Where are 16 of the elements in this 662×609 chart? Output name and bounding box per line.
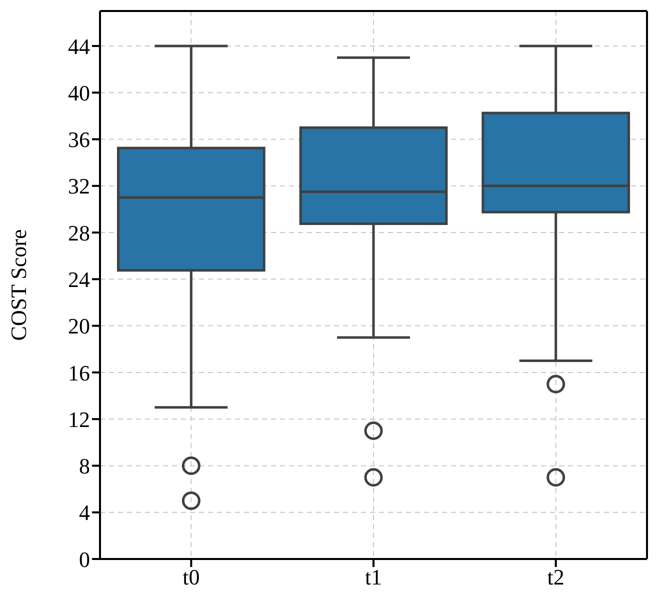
x-tick-label: t2 [547, 564, 564, 590]
y-tick-label: 40 [68, 80, 90, 106]
y-tick-label: 20 [68, 314, 90, 339]
y-tick-label: 24 [68, 266, 90, 292]
y-tick-label: 8 [79, 454, 90, 479]
y-tick-label: 12 [68, 406, 90, 432]
y-tick-label: 36 [68, 127, 90, 152]
y-tick-label: 16 [68, 360, 90, 386]
y-tick-label: 0 [79, 546, 90, 572]
y-tick-label: 28 [68, 220, 90, 246]
y-tick-label: 44 [68, 34, 90, 59]
y-tick-label: 32 [68, 174, 90, 199]
y-tick-label: 4 [79, 500, 90, 526]
y-axis-title: COST Score [6, 229, 31, 341]
x-tick-label: t1 [364, 564, 382, 590]
x-tick-label: t0 [182, 564, 200, 590]
